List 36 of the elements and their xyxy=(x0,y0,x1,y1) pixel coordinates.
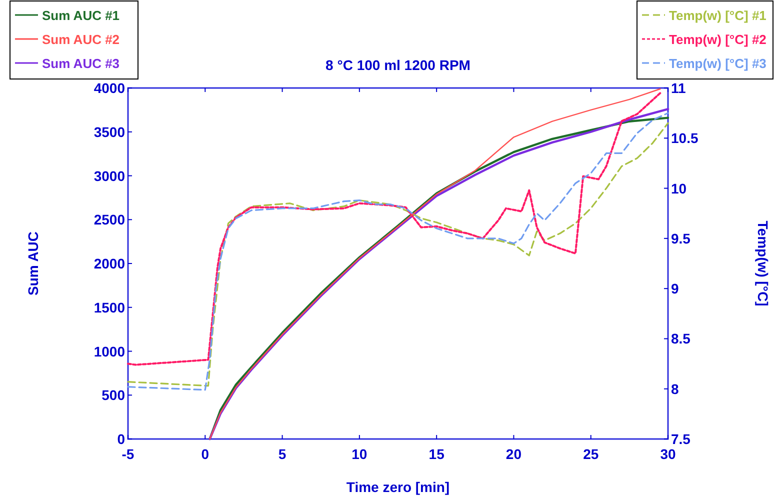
legend-label: Sum AUC #3 xyxy=(42,56,120,71)
y-tick-label: 4000 xyxy=(94,80,126,96)
y-axis-title: Sum AUC xyxy=(25,231,41,296)
y-tick-label: 3000 xyxy=(94,168,126,184)
y2-tick-label: 10.5 xyxy=(671,130,698,146)
x-tick-label: 10 xyxy=(352,446,368,462)
y2-tick-label: 8 xyxy=(671,380,679,397)
y-tick-label: 500 xyxy=(102,387,126,404)
y-tick-label: 2500 xyxy=(94,212,126,228)
legend-label: Temp(w) [°C] #2 xyxy=(669,32,766,47)
legend-label: Sum AUC #1 xyxy=(42,8,120,23)
y-tick-label: 3500 xyxy=(94,124,126,140)
x-tick-label: -5 xyxy=(122,446,134,462)
x-tick-label: 5 xyxy=(278,446,286,462)
y2-tick-label: 9 xyxy=(671,280,679,297)
y-tick-label: 1500 xyxy=(94,299,126,316)
y2-tick-label: 9.5 xyxy=(671,230,691,246)
x-tick-label: 20 xyxy=(506,446,522,462)
legend-label: Temp(w) [°C] #1 xyxy=(669,8,766,23)
x-axis-title: Time zero [min] xyxy=(346,479,450,495)
y2-tick-label: 8.5 xyxy=(671,330,691,347)
y2-tick-label: 11 xyxy=(671,80,686,96)
line-series xyxy=(127,92,662,366)
y-tick-label: 0 xyxy=(117,431,126,447)
x-tick-label: 30 xyxy=(660,446,676,462)
legend-label: Temp(w) [°C] #3 xyxy=(669,56,766,71)
legend-label: Sum AUC #2 xyxy=(42,32,120,47)
y2-tick-label: 7.5 xyxy=(671,431,691,447)
y2-tick-label: 10 xyxy=(671,180,687,196)
x-tick-label: 15 xyxy=(428,446,445,462)
y2-axis-title: Temp(w) [°C] xyxy=(755,220,771,306)
y-tick-label: 2000 xyxy=(94,256,126,272)
chart-title: 8 °C 100 ml 1200 RPM xyxy=(326,57,470,73)
y-tick-label: 1000 xyxy=(94,343,126,360)
x-tick-label: 25 xyxy=(583,446,599,462)
x-tick-label: 0 xyxy=(201,446,210,462)
